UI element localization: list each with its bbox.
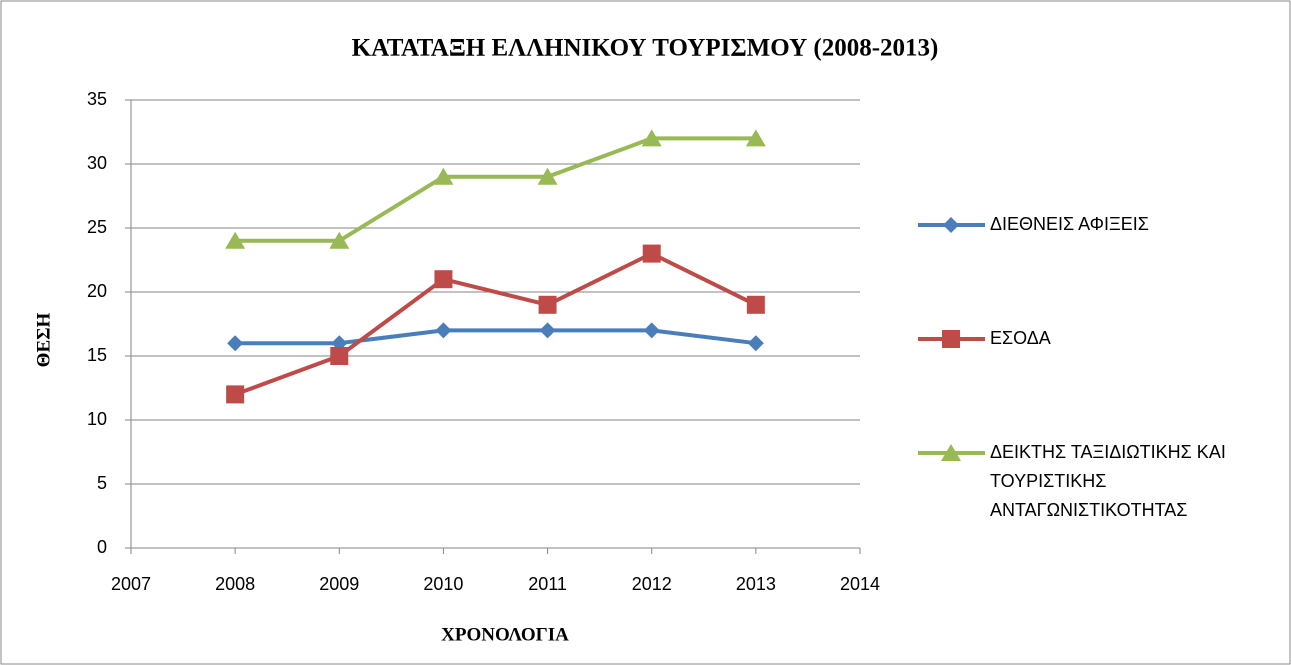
data-point bbox=[227, 335, 244, 352]
data-point bbox=[225, 231, 246, 249]
y-axis-title: ΘΕΣΗ bbox=[33, 312, 54, 367]
y-tick-label: 20 bbox=[87, 281, 107, 301]
series-line bbox=[235, 328, 757, 346]
x-tick-label: 2010 bbox=[423, 574, 463, 594]
data-point bbox=[539, 322, 556, 339]
legend-marker bbox=[941, 444, 961, 461]
data-point bbox=[537, 167, 558, 185]
data-point bbox=[434, 270, 453, 289]
x-tick-label: 2008 bbox=[215, 574, 255, 594]
data-point bbox=[226, 385, 245, 404]
y-tick-label: 15 bbox=[87, 345, 107, 365]
series-line bbox=[235, 136, 756, 243]
data-point bbox=[747, 335, 764, 352]
legend-label: ΔΙΕΘΝΕΙΣ ΑΦΙΞΕΙΣ bbox=[990, 214, 1149, 234]
data-point bbox=[433, 167, 454, 185]
data-point bbox=[643, 322, 660, 339]
data-point bbox=[435, 322, 452, 339]
legend-label: ΔΕΙΚΤΗΣ ΤΑΞΙΔΙΩΤΙΚΗΣ ΚΑΙ ΤΟΥΡΙΣΤΙΚΗΣ ΑΝΤ… bbox=[990, 442, 1226, 520]
x-tick-label: 2007 bbox=[111, 574, 151, 594]
y-tick-label: 5 bbox=[97, 473, 107, 493]
y-tick-label: 0 bbox=[97, 537, 107, 557]
y-tick-label: 10 bbox=[87, 409, 107, 429]
y-tick-label: 35 bbox=[87, 89, 107, 109]
y-tick-label: 25 bbox=[87, 217, 107, 237]
series-line bbox=[234, 251, 757, 397]
data-point bbox=[538, 295, 557, 314]
data-point bbox=[641, 129, 662, 147]
x-tick-label: 2013 bbox=[736, 574, 776, 594]
y-tick-label: 30 bbox=[87, 153, 107, 173]
x-axis-title: ΧΡΟΝΟΛΟΓΙΑ bbox=[441, 624, 569, 645]
legend-marker bbox=[942, 330, 960, 348]
x-tick-label: 2011 bbox=[528, 574, 567, 594]
data-point bbox=[330, 347, 349, 365]
legend-label: ΕΣΟΔΑ bbox=[990, 328, 1051, 348]
x-tick-label: 2009 bbox=[319, 574, 359, 594]
chart-title: ΚΑΤΑΤΑΞΗ ΕΛΛΗΝΙΚΟΥ ΤΟΥΡΙΣΜΟΥ (2008-2013) bbox=[352, 35, 939, 62]
data-point bbox=[642, 244, 661, 263]
x-tick-label: 2014 bbox=[840, 574, 880, 594]
data-point bbox=[746, 295, 765, 314]
data-point bbox=[745, 129, 766, 147]
legend-marker bbox=[943, 217, 959, 233]
x-tick-label: 2012 bbox=[632, 574, 672, 594]
data-point bbox=[329, 231, 350, 249]
